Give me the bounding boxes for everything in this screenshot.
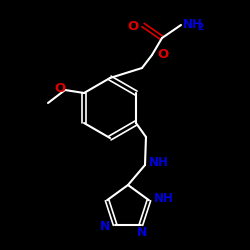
Text: N: N <box>100 220 110 233</box>
Text: NH: NH <box>183 18 203 30</box>
Text: NH: NH <box>154 192 174 205</box>
Text: O: O <box>55 82 66 94</box>
Text: O: O <box>128 20 139 32</box>
Text: 2: 2 <box>197 24 203 32</box>
Text: N: N <box>137 226 147 239</box>
Text: NH: NH <box>149 156 169 170</box>
Text: O: O <box>157 48 168 60</box>
